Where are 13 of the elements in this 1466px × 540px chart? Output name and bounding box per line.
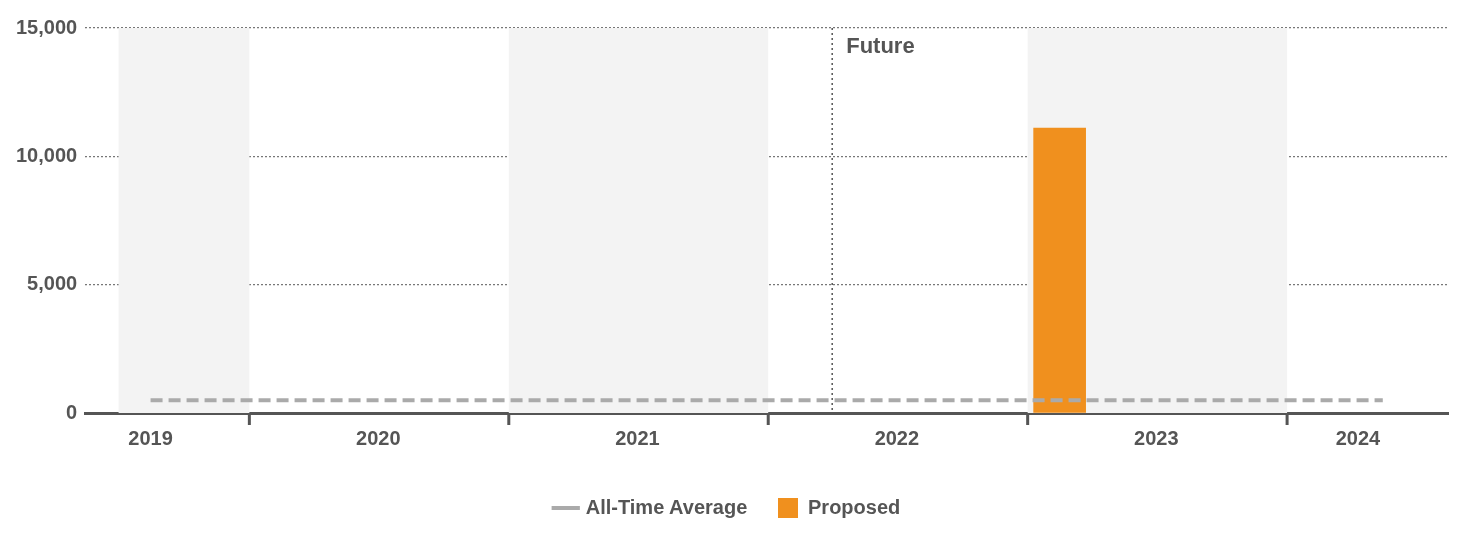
y-tick-label: 10,000 — [16, 143, 78, 166]
x-tick-label: 2019 — [128, 426, 173, 449]
x-tick-label: 2022 — [874, 426, 920, 449]
y-tick-label: 15,000 — [16, 15, 78, 38]
legend-label: All-Time Average — [585, 495, 748, 518]
x-tick-label: 2021 — [615, 426, 660, 449]
legend-label: Proposed — [808, 495, 901, 518]
x-tick-label: 2020 — [356, 426, 401, 449]
ref-line-label: Future — [846, 33, 915, 59]
x-tick-label: 2024 — [1335, 426, 1382, 449]
x-tick-label: 2023 — [1134, 426, 1179, 449]
y-tick-label: 0 — [66, 400, 78, 423]
y-tick-label: 5,000 — [27, 272, 78, 295]
